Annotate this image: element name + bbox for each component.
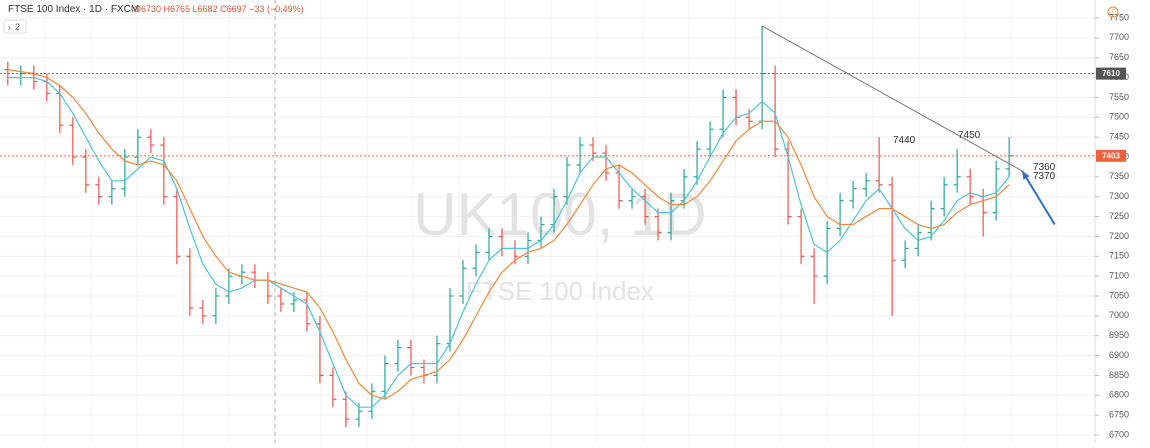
ohlc-bar	[628, 188, 636, 209]
ohlc-bar	[225, 268, 233, 304]
ohlc-bar	[82, 149, 90, 193]
annotation: 7450	[958, 130, 981, 141]
alert-icon[interactable]	[1107, 6, 1119, 18]
y-tick-label: 7150	[1109, 251, 1129, 261]
ohlc-bar	[836, 192, 844, 237]
y-tick-label: 7450	[1109, 132, 1129, 142]
ohlc-bar	[459, 260, 467, 304]
ohlc-bar	[368, 383, 376, 420]
y-tick-label: 7050	[1109, 290, 1129, 300]
ohlc-bar	[576, 137, 584, 173]
price-label-box	[1096, 149, 1126, 162]
ohlc-bar	[394, 339, 402, 372]
price-label: 7403	[1102, 151, 1120, 160]
ohlc-bar	[433, 335, 441, 384]
y-tick-label: 6900	[1109, 350, 1129, 360]
y-tick-label: 7350	[1109, 171, 1129, 181]
ohlc-bar	[472, 244, 480, 277]
ohlc-bar	[485, 228, 493, 261]
ohlc-bar	[173, 188, 181, 265]
y-tick-label: 7750	[1109, 12, 1129, 22]
ohlc-bar	[992, 160, 1000, 221]
ohlc-bar	[69, 117, 77, 165]
ohlc-bar	[706, 121, 714, 157]
y-tick-label: 6750	[1109, 410, 1129, 420]
ohlc-bar	[186, 248, 194, 316]
ohlc-bar	[901, 240, 909, 269]
ohlc-bar	[303, 292, 311, 332]
ohlc-bar	[407, 339, 415, 376]
y-tick-label: 6700	[1109, 429, 1129, 439]
y-tick-label: 7650	[1109, 52, 1129, 62]
forecast-arrow-head	[1022, 170, 1030, 180]
ohlc-bar	[212, 288, 220, 324]
ohlc-bar	[693, 141, 701, 185]
y-tick-label: 7700	[1109, 32, 1129, 42]
ohlc-bar	[381, 355, 389, 400]
grid	[0, 0, 1095, 443]
price-label-box	[1096, 67, 1126, 80]
price-label: 7610	[1102, 69, 1120, 78]
ohlc-bar	[927, 200, 935, 241]
ohlc-bar	[849, 180, 857, 209]
y-tick-label: 7100	[1109, 271, 1129, 281]
y-tick-label: 6800	[1109, 390, 1129, 400]
indicators-toggle[interactable]	[3, 19, 27, 34]
annotation: 7440	[893, 135, 916, 146]
ohlc-bar	[108, 180, 116, 205]
ohlc-bar	[147, 129, 155, 154]
ohlc-bar	[966, 168, 974, 205]
y-tick-label: 6950	[1109, 330, 1129, 340]
annotation: 7370	[1033, 171, 1056, 182]
ohlc-bar	[654, 208, 662, 241]
ohlc-bar	[940, 176, 948, 217]
symbol-title: FTSE 100 Index · 1D · FXCM	[8, 4, 139, 15]
ohlc-bar	[199, 299, 207, 324]
ohlc-bar	[95, 176, 103, 205]
price-axis: 6700 6750 6800 6850 6900 6950 7000 7050 7100 7150…	[1095, 12, 1129, 439]
ohlc-bar	[888, 176, 896, 316]
y-tick-label: 7250	[1109, 211, 1129, 221]
ohlc-bar	[316, 315, 324, 384]
ohlc-bar	[953, 149, 961, 193]
y-tick-label: 7500	[1109, 112, 1129, 122]
watermark-subtitle: FTSE 100 Index	[466, 276, 654, 306]
y-tick-label: 7000	[1109, 310, 1129, 320]
ohlc-bar	[563, 157, 571, 205]
ohlc-bar	[342, 391, 350, 428]
ohlc-bar	[862, 172, 870, 197]
ohlc-bar	[810, 248, 818, 304]
ohlc-bar	[602, 145, 610, 181]
y-tick-label: 7300	[1109, 191, 1129, 201]
y-tick-label: 6850	[1109, 370, 1129, 380]
ohlc-bar	[121, 149, 129, 197]
moving-average	[7, 69, 1010, 400]
moving-average	[7, 76, 1010, 408]
y-tick-label: 7200	[1109, 231, 1129, 241]
ohlc-bar	[875, 137, 883, 193]
ohlc-bar	[641, 188, 649, 225]
y-tick-label: 7550	[1109, 92, 1129, 102]
ohlc-bar	[329, 367, 337, 408]
forecast-arrow	[1021, 170, 1056, 226]
ohlc-readout: O6730 H6765 L6682 C6697 −33 (−0.49%)	[134, 4, 304, 14]
trendline	[761, 25, 1023, 172]
ohlc-bar	[160, 137, 168, 205]
annotation: 7360	[1033, 162, 1056, 173]
ohlc-bar	[134, 129, 142, 165]
ohlc-bar	[277, 288, 285, 312]
indicator-count: 2	[15, 22, 20, 32]
alert-icon-mark: !	[1112, 8, 1114, 17]
ohlc-bar	[719, 89, 727, 138]
ohlc-bar	[797, 208, 805, 265]
ohlc-bar	[667, 192, 675, 241]
indicators-chevron: ›	[8, 23, 11, 32]
